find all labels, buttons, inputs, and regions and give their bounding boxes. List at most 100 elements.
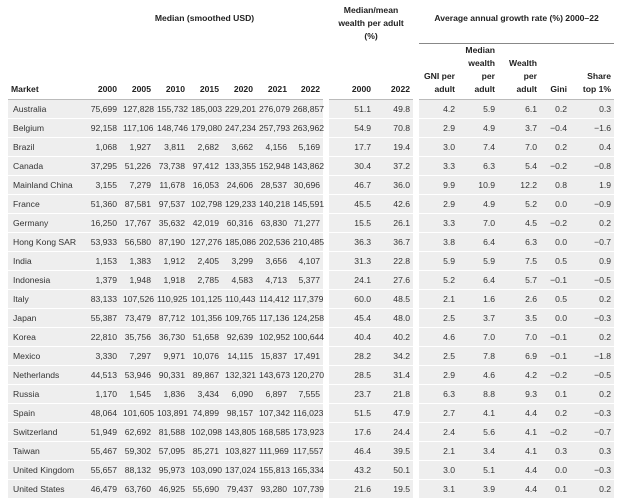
cell-value: 63,830: [256, 213, 290, 233]
cell-value: 73,738: [154, 156, 188, 176]
cell-value: 97,537: [154, 194, 188, 214]
cell-value: 5.9: [458, 251, 499, 271]
cell-value: 268,857: [290, 99, 327, 119]
cell-value: 71,277: [290, 213, 327, 233]
cell-value: 42,019: [188, 213, 222, 233]
column-header: 2020: [222, 43, 256, 100]
cell-value: 132,321: [222, 365, 256, 385]
cell-value: 0.8: [540, 175, 571, 195]
table-row: Mexico 3,330 7,297 9,971 10,076 14,115 15,837 1…: [8, 346, 615, 366]
market-name: Taiwan: [8, 441, 86, 461]
cell-value: −0.7: [570, 232, 615, 252]
cell-value: 47.9: [374, 403, 417, 423]
cell-value: 7.0: [458, 213, 499, 233]
cell-value: 2.1: [413, 289, 459, 309]
cell-value: 0.2: [570, 327, 615, 347]
cell-value: 2.1: [413, 441, 459, 461]
cell-value: 55,657: [86, 460, 120, 480]
cell-value: 45.4: [323, 308, 375, 328]
market-name: United Kingdom: [8, 460, 86, 480]
cell-value: −0.5: [570, 365, 615, 385]
cell-value: 19.4: [374, 137, 417, 157]
cell-value: 6.4: [458, 232, 499, 252]
cell-value: 16,053: [188, 175, 222, 195]
cell-value: 57,095: [154, 441, 188, 461]
cell-value: 0.5: [540, 251, 571, 271]
cell-value: 5.2: [498, 194, 541, 214]
cell-value: 127,828: [120, 99, 154, 119]
growth-group-header: Average annual growth rate (%) 2000–22: [413, 4, 615, 44]
cell-value: 2.6: [498, 289, 541, 309]
cell-value: 1.6: [458, 289, 499, 309]
cell-value: 21.8: [374, 384, 417, 404]
cell-value: −0.2: [540, 213, 571, 233]
cell-value: 1,170: [86, 384, 120, 404]
cell-value: 0.2: [570, 384, 615, 404]
cell-value: 55,387: [86, 308, 120, 328]
table-row: Taiwan 55,467 59,302 57,095 85,271 103,827 111…: [8, 441, 615, 461]
table-row: Italy 83,133 107,526 110,925 101,125 110,443 1…: [8, 289, 615, 309]
cell-value: −1.8: [570, 346, 615, 366]
cell-value: 15,837: [256, 346, 290, 366]
cell-value: −0.1: [540, 327, 571, 347]
cell-value: 34.2: [374, 346, 417, 366]
cell-value: 45.5: [323, 194, 375, 214]
cell-value: 120,270: [290, 365, 327, 385]
page: {"header": { "median_group": "Median (sm…: [8, 4, 615, 499]
column-header: Market: [8, 43, 86, 100]
cell-value: 3.7: [498, 118, 541, 138]
ratio-group-header: Median/mean wealth per adult (%): [323, 4, 417, 43]
cell-value: 148,746: [154, 118, 188, 138]
cell-value: 101,356: [188, 308, 222, 328]
cell-value: 36.3: [323, 232, 375, 252]
cell-value: 51.5: [323, 403, 375, 423]
cell-value: 55,690: [188, 479, 222, 499]
cell-value: 3.9: [458, 479, 499, 499]
table-header: Median (smoothed USD) Median/mean wealth…: [8, 4, 615, 100]
cell-value: 1,068: [86, 137, 120, 157]
market-name: Hong Kong SAR: [8, 232, 86, 252]
cell-value: 4.2: [498, 365, 541, 385]
cell-value: 95,973: [154, 460, 188, 480]
cell-value: 137,024: [222, 460, 256, 480]
cell-value: 4.9: [458, 194, 499, 214]
cell-value: 17,491: [290, 346, 327, 366]
cell-value: 48.5: [374, 289, 417, 309]
cell-value: 4.6: [458, 365, 499, 385]
cell-value: 5.9: [413, 251, 459, 271]
cell-value: 51.1: [323, 99, 375, 119]
cell-value: 59,302: [120, 441, 154, 461]
cell-value: 4.2: [413, 99, 459, 119]
wealth-table: Median (smoothed USD) Median/mean wealth…: [8, 4, 615, 499]
cell-value: 7.8: [458, 346, 499, 366]
cell-value: 70.8: [374, 118, 417, 138]
cell-value: 10,076: [188, 346, 222, 366]
cell-value: −0.9: [570, 194, 615, 214]
cell-value: 42.6: [374, 194, 417, 214]
cell-value: 110,443: [222, 289, 256, 309]
cell-value: 83,133: [86, 289, 120, 309]
cell-value: 185,003: [188, 99, 222, 119]
table-row: Canada 37,295 51,226 73,738 97,412 133,355 152…: [8, 156, 615, 176]
column-header: Median wealth per adult: [458, 43, 499, 100]
column-header: GNI per adult: [413, 43, 459, 100]
cell-value: 4.1: [498, 422, 541, 442]
table-row: Hong Kong SAR 53,933 56,580 87,190 127,276 18…: [8, 232, 615, 252]
cell-value: 62,692: [120, 422, 154, 442]
cell-value: 5.9: [458, 99, 499, 119]
market-name: Switzerland: [8, 422, 86, 442]
table-row: Switzerland 51,949 62,692 81,588 102,098 143,…: [8, 422, 615, 442]
column-header: Share top 1%: [570, 43, 615, 100]
cell-value: −0.2: [540, 422, 571, 442]
table-row: United States 46,479 63,760 46,925 55,690 79,…: [8, 479, 615, 499]
cell-value: 2,405: [188, 251, 222, 271]
cell-value: 87,712: [154, 308, 188, 328]
cell-value: 6.3: [413, 384, 459, 404]
market-name: Mainland China: [8, 175, 86, 195]
cell-value: 1,383: [120, 251, 154, 271]
cell-value: 103,891: [154, 403, 188, 423]
cell-value: 2.5: [413, 308, 459, 328]
column-header-row: Market 2000 2005 2010 2015 2020 2021 2022 2000 20…: [8, 43, 615, 100]
cell-value: 75,699: [86, 99, 120, 119]
cell-value: 152,948: [256, 156, 290, 176]
